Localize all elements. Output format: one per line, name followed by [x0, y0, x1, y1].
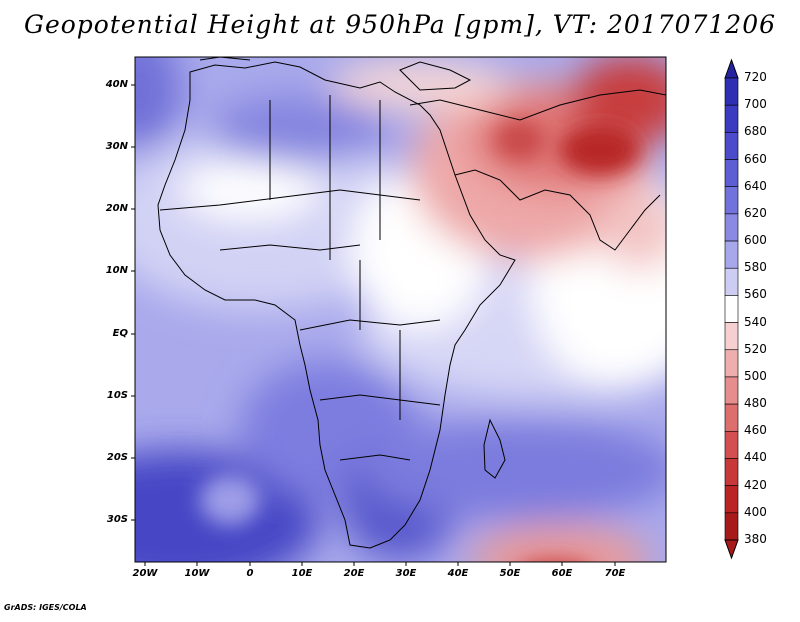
credit-text: GrADS: IGES/COLA — [4, 603, 87, 612]
coastlines — [157, 57, 666, 549]
colorbar-top-arrow — [724, 58, 739, 79]
colorbar-swatch — [724, 104, 739, 133]
colorbar-tick-label: 620 — [744, 205, 767, 220]
lon-label-0: 0 — [246, 568, 254, 579]
lat-label-10s: 10S — [106, 390, 128, 401]
colorbar-swatch — [724, 132, 739, 160]
colorbar-swatch — [724, 349, 739, 378]
lon-label-40e: 40E — [447, 568, 469, 579]
axis-ticks — [131, 84, 616, 566]
colorbar-swatch — [724, 240, 739, 269]
colorbar-tick-label: 700 — [744, 97, 767, 112]
colorbar-tick-label: 480 — [744, 396, 767, 411]
lat-label-30n: 30N — [105, 141, 128, 152]
colorbar-tick-label: 540 — [744, 314, 767, 329]
lon-label-20w: 20W — [132, 568, 158, 579]
lat-label-20s: 20S — [106, 452, 128, 463]
lon-label-30e: 30E — [395, 568, 417, 579]
lat-label-10n: 10N — [105, 265, 128, 276]
colorbar — [724, 58, 739, 560]
lat-label-40n: 40N — [105, 79, 128, 90]
colorbar-swatch — [724, 295, 739, 323]
map-frame — [134, 56, 667, 563]
colorbar-tick-label: 660 — [744, 151, 767, 166]
colorbar-tick-label: 500 — [744, 368, 767, 383]
colorbar-swatch — [724, 430, 739, 459]
colorbar-swatch — [724, 213, 739, 242]
lat-label-eq: EQ — [112, 328, 128, 339]
colorbar-swatch — [724, 512, 739, 541]
colorbar-swatch — [724, 159, 739, 188]
colorbar-swatch — [724, 322, 739, 351]
lon-label-20e: 20E — [343, 568, 365, 579]
colorbar-tick-label: 520 — [744, 341, 767, 356]
colorbar-swatch — [724, 186, 739, 215]
lon-label-10e: 10E — [291, 568, 313, 579]
colorbar-tick-label: 580 — [744, 260, 767, 275]
colorbar-tick-label: 380 — [744, 532, 767, 546]
colorbar-swatch — [724, 77, 739, 106]
colorbar-tick-label: 440 — [744, 450, 767, 465]
colorbar-tick-label: 640 — [744, 178, 767, 193]
colorbar-bottom-arrow — [724, 539, 739, 560]
colorbar-tick-label: 420 — [744, 477, 767, 492]
colorbar-tick-label: 600 — [744, 233, 767, 248]
colorbar-tick-label: 680 — [744, 124, 767, 139]
colorbar-swatch — [724, 403, 739, 432]
colorbar-swatch — [724, 458, 739, 486]
map-title: Geopotential Height at 950hPa [gpm], VT:… — [23, 10, 777, 39]
colorbar-swatch — [724, 376, 739, 405]
lon-label-50e: 50E — [499, 568, 521, 579]
lon-label-70e: 70E — [604, 568, 626, 579]
lat-label-30s: 30S — [106, 514, 128, 525]
colorbar-tick-label: 560 — [744, 287, 767, 302]
lon-label-60e: 60E — [551, 568, 573, 579]
lon-label-10w: 10W — [184, 568, 210, 579]
colorbar-swatch — [724, 267, 739, 296]
colorbar-tick-label: 400 — [744, 504, 767, 519]
lat-label-20n: 20N — [105, 203, 128, 214]
colorbar-tick-label: 720 — [744, 70, 767, 84]
colorbar-tick-label: 460 — [744, 423, 767, 438]
colorbar-swatch — [724, 485, 739, 514]
